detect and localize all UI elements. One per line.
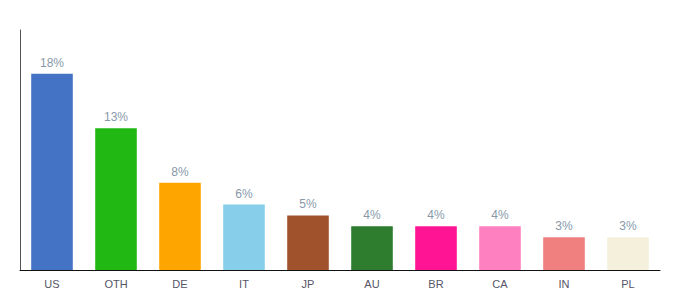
svg-text:AU: AU	[364, 278, 379, 290]
svg-text:13%: 13%	[104, 110, 128, 124]
svg-text:4%: 4%	[363, 208, 381, 222]
svg-text:US: US	[44, 278, 59, 290]
svg-text:PL: PL	[621, 278, 634, 290]
svg-text:BR: BR	[428, 278, 443, 290]
svg-text:CA: CA	[492, 278, 508, 290]
svg-text:8%: 8%	[171, 165, 189, 179]
svg-text:OTH: OTH	[104, 278, 127, 290]
svg-text:DE: DE	[172, 278, 187, 290]
svg-text:IT: IT	[239, 278, 249, 290]
svg-text:18%: 18%	[40, 56, 64, 70]
svg-text:4%: 4%	[491, 208, 509, 222]
svg-text:3%: 3%	[619, 219, 637, 233]
svg-text:IN: IN	[559, 278, 570, 290]
svg-text:JP: JP	[302, 278, 315, 290]
svg-text:3%: 3%	[555, 219, 573, 233]
svg-text:5%: 5%	[299, 197, 317, 211]
svg-text:6%: 6%	[235, 187, 253, 201]
svg-text:4%: 4%	[427, 208, 445, 222]
